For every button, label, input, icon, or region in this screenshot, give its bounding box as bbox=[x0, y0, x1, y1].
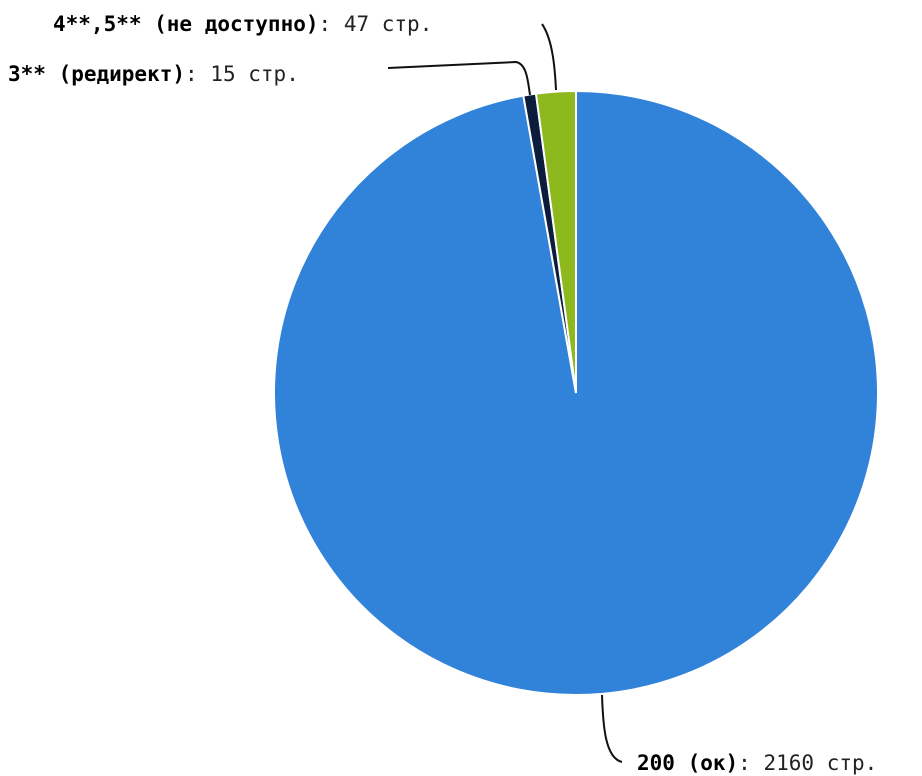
slice-label-200-name: 200 (ок) bbox=[637, 751, 738, 775]
slice-label-200-unit bbox=[814, 751, 827, 775]
slice-label-3xx-value: 15 bbox=[210, 62, 235, 86]
slice-label-4xx-unit-text: стр. bbox=[382, 12, 433, 36]
slice-label-200: 200 (ок): 2160 стр. bbox=[637, 751, 877, 775]
slice-label-4xx-name: 4**,5** (не доступно) bbox=[53, 12, 319, 36]
slice-label-4xx-value: 47 bbox=[344, 12, 369, 36]
slice-label-200-sep: : bbox=[738, 751, 763, 775]
slice-label-3xx-unit-text: стр. bbox=[248, 62, 299, 86]
slice-labels: 200 (ок): 2160 стр. 3** (редирект): 15 с… bbox=[8, 12, 877, 775]
slice-label-200-unit-text: стр. bbox=[827, 751, 878, 775]
leader-lines bbox=[387, 23, 623, 763]
leader-line-3xx bbox=[387, 60, 531, 96]
slice-label-3xx: 3** (редирект): 15 стр. bbox=[8, 62, 299, 86]
pie-slice-4xx bbox=[534, 89, 577, 394]
slice-label-3xx-sep: : bbox=[185, 62, 210, 86]
slice-label-200-value: 2160 bbox=[763, 751, 814, 775]
slice-label-4xx: 4**,5** (не доступно): 47 стр. bbox=[53, 12, 432, 36]
slice-label-4xx-sep: : bbox=[319, 12, 344, 36]
leader-line-200 bbox=[601, 694, 623, 763]
slice-label-3xx-unit bbox=[236, 62, 249, 86]
leader-line-4xx bbox=[541, 23, 557, 91]
slice-label-4xx-unit bbox=[369, 12, 382, 36]
slice-label-3xx-name: 3** (редирект) bbox=[8, 62, 185, 86]
pie-slices bbox=[273, 89, 879, 696]
